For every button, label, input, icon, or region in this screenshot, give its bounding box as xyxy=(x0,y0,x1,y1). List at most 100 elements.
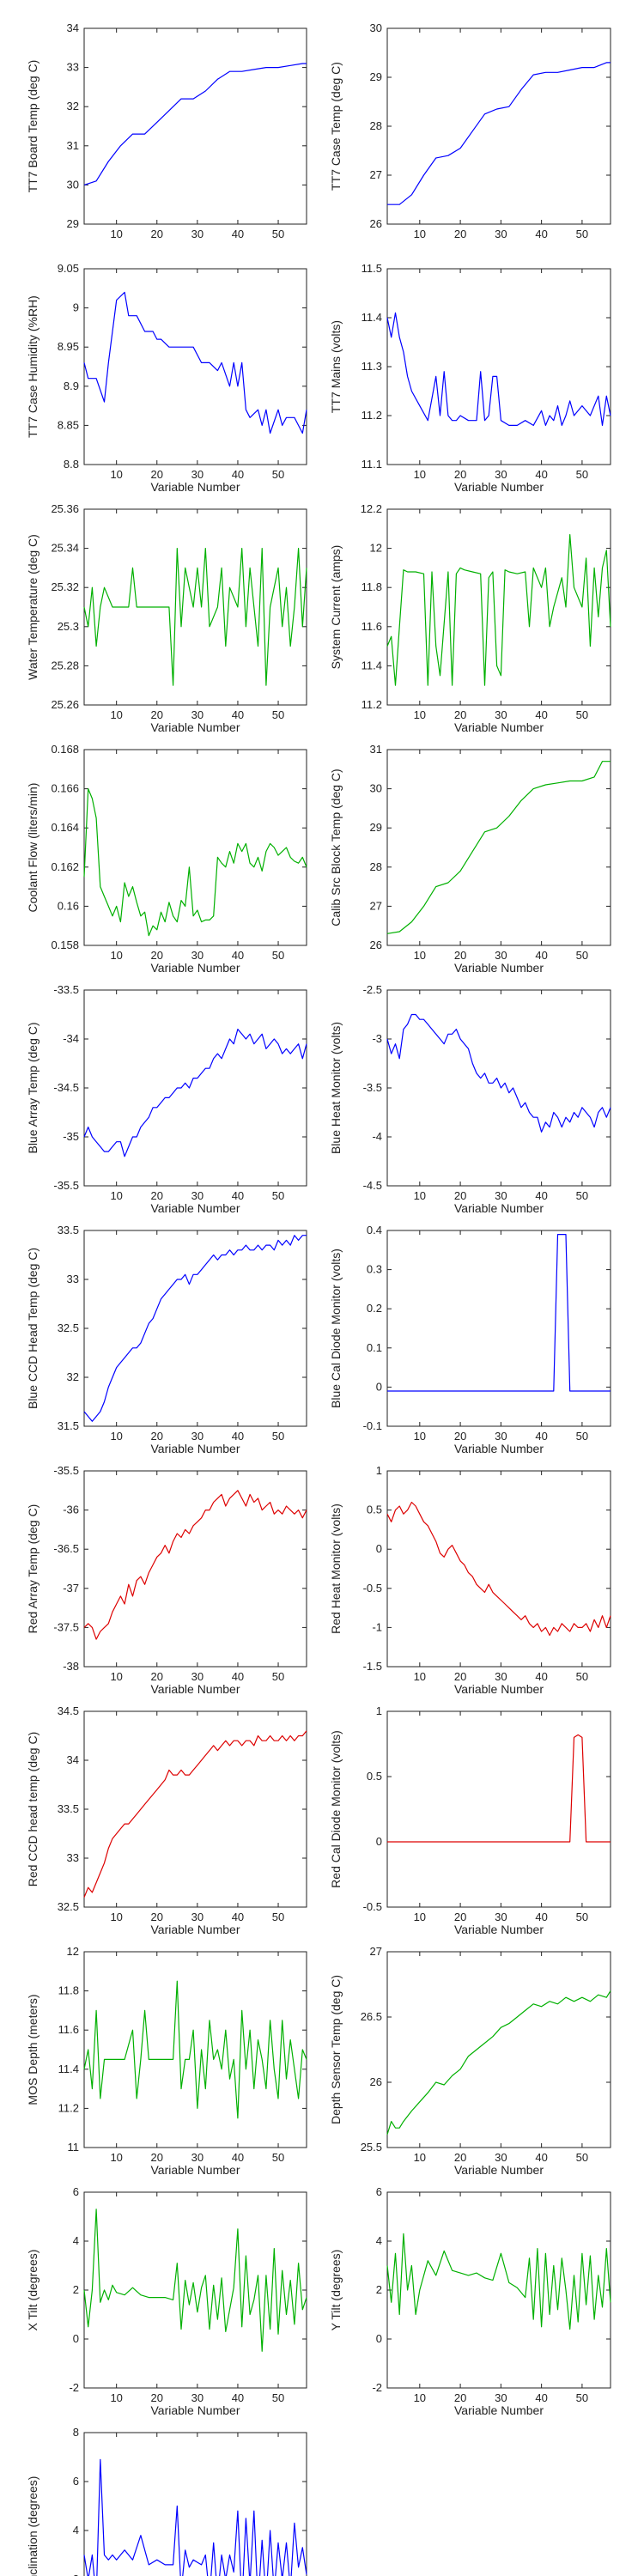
y-tick-label: 11.2 xyxy=(361,409,382,422)
y-tick-label: 2 xyxy=(73,2573,79,2576)
plot-frame xyxy=(83,1710,307,1908)
y-tick-label: 30 xyxy=(67,178,79,191)
chart-13: 10 20 30 40 50 -1.5 -1 -0.5 0 0.5 1 Variable Number… xyxy=(329,1464,611,1696)
y-tick-label: 1 xyxy=(376,1464,382,1477)
x-tick-label: 20 xyxy=(454,1911,466,1923)
x-tick-label: 20 xyxy=(454,949,466,962)
series-line xyxy=(83,2458,307,2576)
x-tick-label: 30 xyxy=(495,2151,507,2164)
x-axis-label: Variable Number xyxy=(150,720,240,734)
x-tick-label: 40 xyxy=(232,1189,244,1202)
y-tick-label: 33 xyxy=(67,1851,79,1864)
y-tick-label: -36 xyxy=(63,1504,79,1516)
y-axis-label: Red Array Temp (deg C) xyxy=(26,1504,39,1634)
x-tick-label: 50 xyxy=(576,1670,588,1683)
series-line xyxy=(387,1233,611,1392)
x-tick-label: 40 xyxy=(535,228,547,240)
y-tick-label: -2 xyxy=(69,2381,79,2394)
y-tick-label: 11.3 xyxy=(361,360,382,373)
y-tick-label: 28 xyxy=(370,860,382,873)
y-tick-label: 8 xyxy=(73,2426,79,2439)
x-axis-label: Variable Number xyxy=(454,961,544,975)
y-tick-label: 11.4 xyxy=(361,659,382,671)
y-tick-label: 26 xyxy=(370,939,382,951)
x-tick-label: 40 xyxy=(535,468,547,481)
y-axis-label: MOS Depth (meters) xyxy=(26,1994,39,2105)
x-tick-label: 30 xyxy=(191,949,204,962)
y-tick-label: 8.8 xyxy=(64,458,79,471)
y-tick-label: 25.26 xyxy=(51,698,79,711)
x-tick-label: 50 xyxy=(576,2391,588,2404)
y-tick-label: -3 xyxy=(372,1032,382,1045)
x-tick-label: 20 xyxy=(454,1189,466,1202)
y-axis-label: TT7 Board Temp (deg C) xyxy=(26,60,39,193)
y-tick-label: 1 xyxy=(376,1704,382,1717)
x-tick-label: 20 xyxy=(151,468,163,481)
y-axis-label: Inclination (degrees) xyxy=(26,2476,39,2576)
x-tick-label: 20 xyxy=(151,1189,163,1202)
y-axis-label: Blue Array Temp (deg C) xyxy=(26,1022,39,1153)
y-tick-label: 32 xyxy=(67,1370,79,1383)
x-tick-label: 50 xyxy=(576,1189,588,1202)
x-tick-label: 40 xyxy=(232,2151,244,2164)
x-tick-label: 50 xyxy=(576,228,588,240)
y-tick-label: 2 xyxy=(73,2283,79,2296)
y-tick-label: 4 xyxy=(73,2234,79,2247)
x-axis-label: Variable Number xyxy=(150,1923,240,1936)
x-tick-label: 20 xyxy=(454,468,466,481)
x-tick-label: 30 xyxy=(495,228,507,240)
y-tick-label: 11.8 xyxy=(361,580,382,593)
x-tick-label: 10 xyxy=(110,468,122,481)
y-tick-label: 25.32 xyxy=(51,580,79,593)
x-tick-label: 50 xyxy=(576,468,588,481)
y-tick-label: 0.162 xyxy=(51,860,79,873)
y-tick-label: 11.1 xyxy=(361,458,382,471)
y-tick-label: -2.5 xyxy=(363,983,382,996)
y-tick-label: 34 xyxy=(67,1753,79,1766)
x-tick-label: 10 xyxy=(110,949,122,962)
x-tick-label: 40 xyxy=(232,228,244,240)
x-tick-label: 10 xyxy=(414,1911,426,1923)
x-axis-label: Variable Number xyxy=(454,480,544,494)
y-tick-label: 6 xyxy=(73,2185,79,2198)
y-tick-label: 9.05 xyxy=(58,262,79,275)
y-tick-label: 32.5 xyxy=(58,1900,79,1913)
series-line xyxy=(386,533,611,686)
y-axis-label: TT7 Case Humidity (%RH) xyxy=(26,295,39,438)
y-tick-label: 29 xyxy=(370,821,382,834)
y-tick-label: 25.28 xyxy=(51,659,79,671)
y-tick-label: -35.5 xyxy=(53,1464,79,1477)
plot-frame xyxy=(83,1470,307,1668)
chart-7: 10 20 30 40 50 26 27 28 29 30 31 Variable Number Cal… xyxy=(329,743,611,975)
y-tick-label: 34.5 xyxy=(58,1704,79,1717)
x-axis-label: Variable Number xyxy=(454,1682,544,1696)
y-tick-label: 0.1 xyxy=(367,1341,382,1354)
y-tick-label: 31 xyxy=(370,743,382,756)
chart-14: 10 20 30 40 50 32.5 33 33.5 34 34.5 Variable Numbe… xyxy=(26,1704,307,1936)
x-tick-label: 30 xyxy=(495,1670,507,1683)
plot-frame xyxy=(386,2191,611,2389)
x-tick-label: 40 xyxy=(232,1430,244,1443)
x-tick-label: 50 xyxy=(272,1189,284,1202)
x-tick-label: 10 xyxy=(110,2391,122,2404)
plot-frame xyxy=(83,1230,307,1427)
x-axis-label: Variable Number xyxy=(454,1201,544,1215)
series-line xyxy=(386,1990,611,2135)
y-tick-label: 25.36 xyxy=(51,502,79,515)
y-axis-label: Red Heat Monitor (volts) xyxy=(329,1504,343,1634)
y-tick-label: 33 xyxy=(67,1273,79,1285)
x-tick-label: 10 xyxy=(110,1430,122,1443)
x-tick-label: 10 xyxy=(414,1189,426,1202)
x-tick-label: 30 xyxy=(495,1430,507,1443)
y-tick-label: 11.2 xyxy=(58,2101,79,2114)
plot-frame xyxy=(83,2191,307,2389)
x-axis-label: Variable Number xyxy=(150,961,240,975)
y-tick-label: 11.4 xyxy=(58,2063,79,2075)
y-tick-label: 11.4 xyxy=(361,311,382,324)
y-tick-label: 33.5 xyxy=(58,1224,79,1236)
x-tick-label: 50 xyxy=(576,708,588,721)
series-line xyxy=(386,761,611,934)
plot-frame xyxy=(83,268,307,465)
series-line xyxy=(83,1730,307,1898)
chart-19: 10 20 30 40 50 -2 0 2 4 6 Variable Number Y Tilt (d… xyxy=(329,2185,611,2417)
